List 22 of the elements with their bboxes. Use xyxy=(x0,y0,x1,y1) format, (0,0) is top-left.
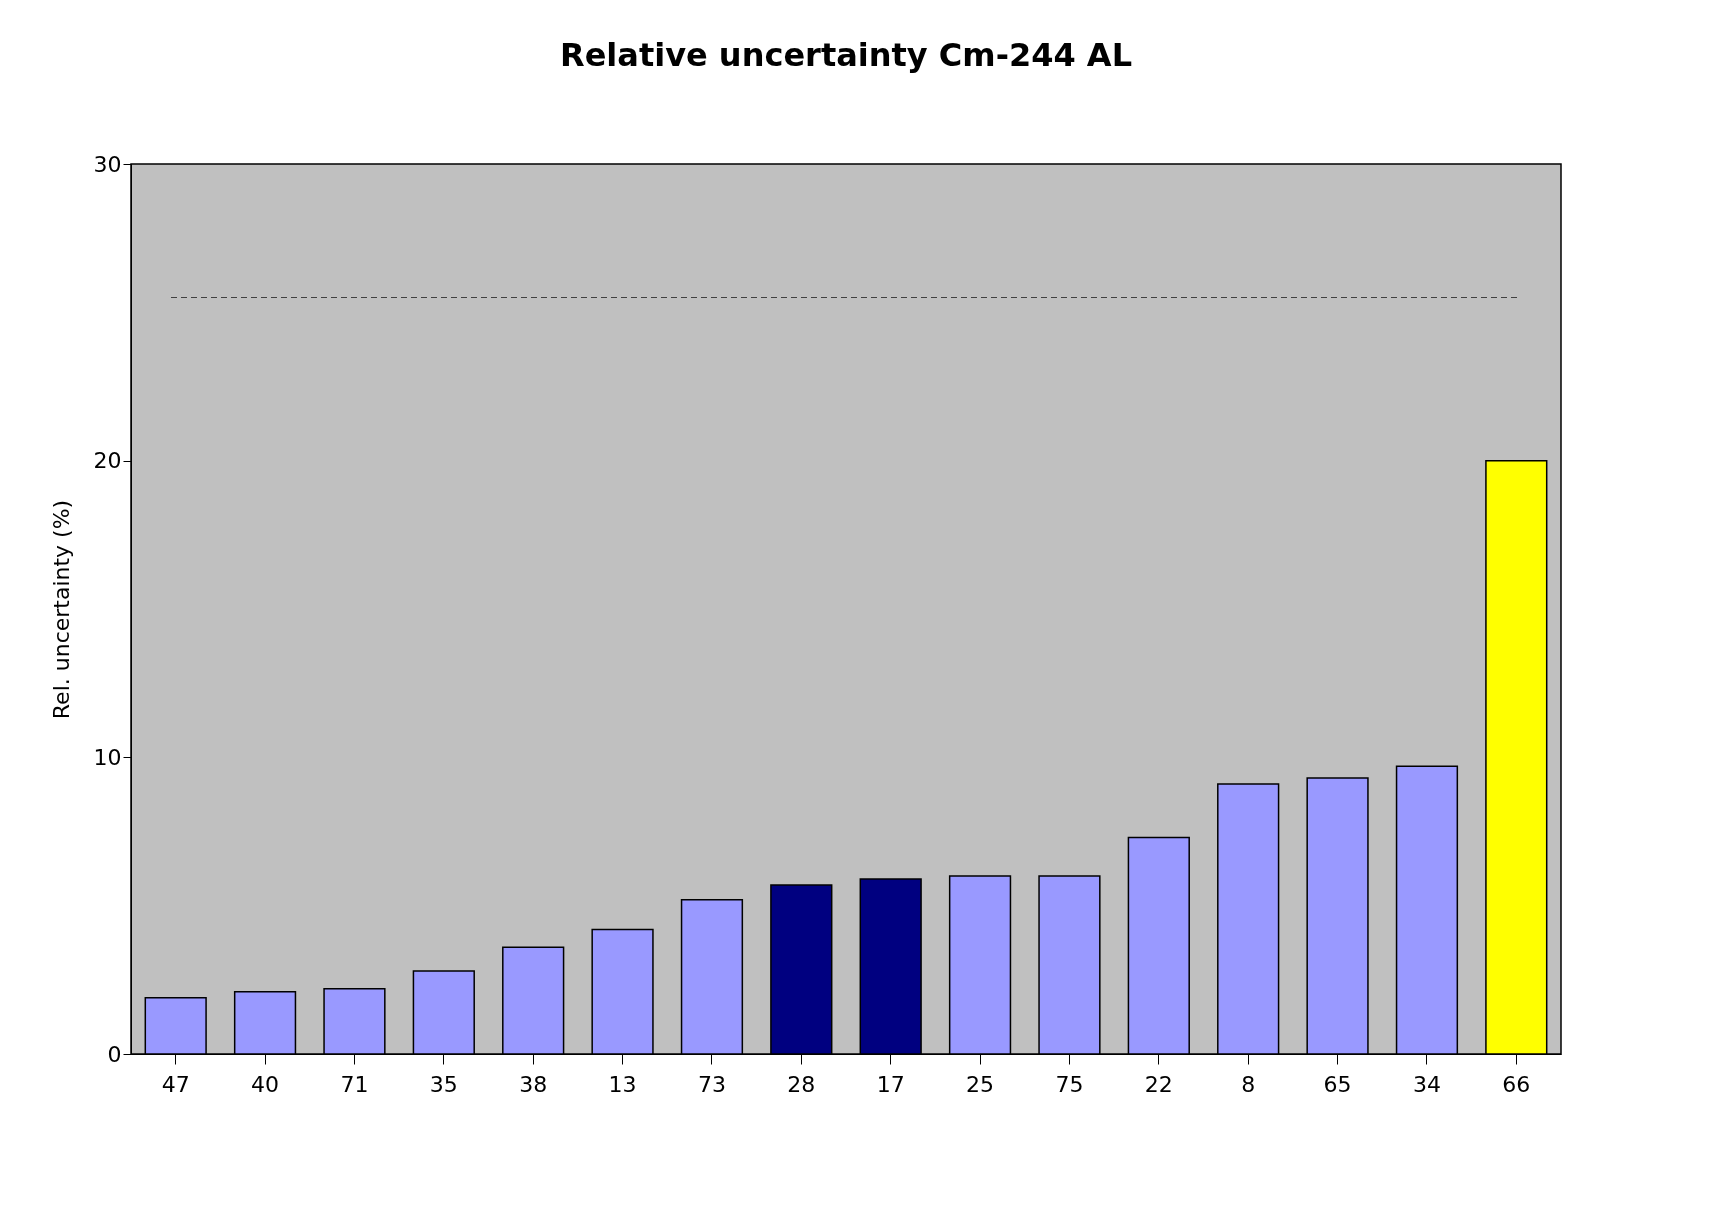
x-tick-label: 8 xyxy=(1241,1071,1256,1097)
x-tick-label: 28 xyxy=(787,1071,816,1097)
x-tick-label: 25 xyxy=(966,1071,995,1097)
x-tick-label: 34 xyxy=(1412,1071,1441,1097)
y-tick-label: 0 xyxy=(107,1041,122,1067)
x-tick-label: 71 xyxy=(340,1071,369,1097)
y-tick-label: 20 xyxy=(93,448,122,474)
x-tick-label: 47 xyxy=(161,1071,190,1097)
x-tick-label: 75 xyxy=(1055,1071,1084,1097)
x-tick-label: 35 xyxy=(429,1071,458,1097)
x-tick-label: 38 xyxy=(519,1071,548,1097)
x-tick-label: 22 xyxy=(1144,1071,1173,1097)
y-tick-label: 10 xyxy=(93,744,122,770)
x-tick-label: 73 xyxy=(697,1071,726,1097)
chart-title: Relative uncertainty Cm-244 AL xyxy=(559,36,1133,74)
y-axis-title: Rel. uncertainty (%) xyxy=(48,499,74,720)
x-tick-label: 40 xyxy=(251,1071,280,1097)
y-tick-label: 30 xyxy=(93,151,122,177)
x-tick-label: 66 xyxy=(1502,1071,1531,1097)
x-tick-label: 65 xyxy=(1323,1071,1352,1097)
x-tick-label: 17 xyxy=(876,1071,905,1097)
x-tick-label: 13 xyxy=(608,1071,637,1097)
